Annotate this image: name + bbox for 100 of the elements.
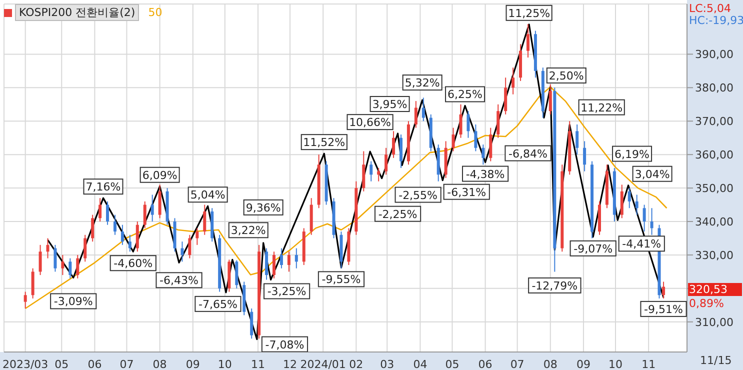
annotation: -9,07%: [574, 242, 613, 256]
annotation: -2,55%: [398, 188, 438, 202]
text: 0,89%: [688, 297, 725, 310]
candlestick: [482, 144, 485, 166]
legend-label: KOSPI200 전환비율(2): [15, 4, 140, 21]
y-tick-label: 370,00: [695, 115, 734, 128]
x-tick-label: 09: [576, 358, 590, 370]
candlestick: [76, 254, 80, 279]
x-tick-label: 07: [510, 358, 524, 370]
x-tick-label: 10: [218, 358, 232, 370]
annotation: -6,84%: [508, 147, 548, 160]
annotation: 6,19%: [614, 148, 650, 161]
candlestick: [466, 110, 470, 138]
candlestick: [113, 214, 116, 236]
annotation: -9,55%: [322, 273, 361, 286]
x-tick-label: 05: [445, 358, 460, 370]
x-tick-label: 11: [642, 358, 656, 370]
candlestick: [512, 67, 515, 95]
candlestick: [31, 268, 34, 299]
candlestick: [188, 234, 192, 259]
text: 50: [147, 6, 164, 19]
candlestick: [474, 124, 478, 152]
candlestick: [158, 184, 162, 219]
annotation: 11,22%: [580, 101, 623, 114]
candlestick: [377, 167, 380, 182]
annotation: 6,09%: [142, 168, 178, 182]
text: HC:-19,93: [688, 14, 743, 27]
candlestick: [54, 244, 57, 272]
candlestick: [24, 291, 27, 309]
candlestick: [143, 200, 146, 229]
candlestick: [650, 208, 654, 236]
annotation: 3,95%: [372, 98, 408, 111]
x-tick-label: 09: [186, 358, 200, 370]
annotation: -9,51%: [644, 302, 683, 316]
annotation: 6,25%: [448, 88, 482, 102]
candlestick: [46, 238, 50, 259]
candlestick: [362, 150, 366, 192]
candlestick: [272, 251, 276, 279]
text: 320,53: [688, 283, 742, 296]
candlestick: [84, 234, 87, 262]
candlestick: [576, 124, 579, 156]
candlestick: [250, 308, 254, 340]
annotation: -3,25%: [267, 285, 306, 298]
candlestick: [384, 147, 388, 176]
candlestick: [106, 200, 110, 226]
candlestick: [370, 160, 373, 182]
y-tick-label: 380,00: [695, 82, 734, 95]
candlestick: [294, 248, 298, 269]
candlestick: [642, 204, 646, 232]
x-tick-label: 06: [88, 358, 102, 370]
candlestick: [196, 228, 199, 246]
candlestick: [504, 77, 508, 115]
y-tick-label: 350,00: [695, 182, 734, 195]
annotation: 10,66%: [349, 116, 392, 130]
x-tick-label: 04: [413, 358, 428, 370]
x-tick-label: 12: [283, 358, 298, 370]
annotation: -2,25%: [378, 208, 418, 221]
candlestick: [128, 234, 132, 252]
y-tick-label: 360,00: [695, 148, 734, 162]
x-tick-label: 05: [54, 358, 69, 370]
annotation: -6,31%: [447, 186, 486, 199]
text: 11/15: [699, 354, 733, 367]
x-tick-label: 02: [349, 358, 364, 370]
x-tick-label: 2024/01: [300, 358, 346, 370]
y-tick-label: 310,00: [695, 316, 734, 329]
candlestick: [489, 127, 492, 162]
candlestick: [287, 251, 290, 272]
annotation: -7,08%: [265, 338, 304, 352]
annotation: -12,79%: [532, 279, 578, 292]
candlestick: [628, 188, 631, 209]
annotation: 5,32%: [404, 76, 440, 90]
candlestick: [635, 194, 638, 216]
annotation: 11,52%: [303, 136, 346, 150]
candlestick: [280, 248, 283, 269]
x-tick-label: 11: [250, 358, 265, 370]
candlestick: [548, 84, 552, 115]
candlestick: [235, 260, 238, 289]
x-tick-label: 08: [543, 358, 558, 370]
candlestick: [265, 248, 268, 280]
y-tick-label: 330,00: [695, 248, 734, 262]
candlestick: [91, 214, 94, 242]
candlestick: [526, 24, 530, 58]
candlestick: [583, 140, 586, 172]
candlestick: [136, 221, 139, 252]
annotation: 3,22%: [230, 224, 266, 238]
x-tick-label: 07: [120, 358, 134, 370]
annotation: -4,38%: [466, 168, 505, 181]
annotation: 2,50%: [548, 69, 584, 82]
candlestick: [399, 134, 402, 168]
candlestick: [414, 100, 418, 128]
candlestick: [150, 194, 154, 222]
annotation: 9,36%: [246, 201, 281, 214]
annotation: -3,09%: [54, 295, 93, 308]
x-tick-label: 10: [608, 358, 622, 370]
annotation: -4,60%: [114, 257, 153, 270]
candlestick: [662, 281, 666, 299]
y-tick-label: 390,00: [695, 48, 734, 62]
candlestick: [98, 198, 102, 222]
annotation: -6,43%: [160, 274, 198, 288]
candlestick: [459, 104, 462, 138]
